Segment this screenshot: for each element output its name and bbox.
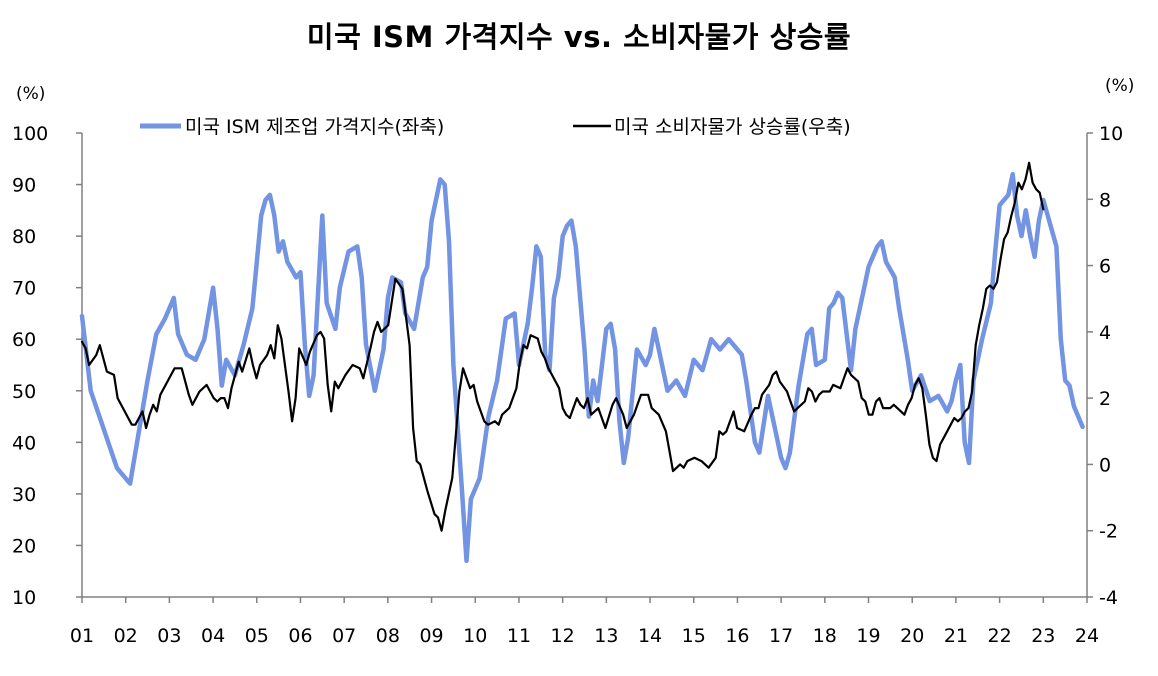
- x-tick-label: 13: [594, 625, 618, 647]
- left-tick-label: 30: [12, 484, 36, 506]
- right-tick-label: -2: [1099, 521, 1118, 543]
- legend-label-cpi: 미국 소비자물가 상승률(우축): [614, 116, 851, 138]
- x-ticks: 01 02 03 04 05 06 07 08 09 10 11 12 13 14 15 16 17 18 19 20…: [70, 597, 1099, 647]
- right-tick-label: 8: [1099, 189, 1111, 211]
- left-tick-label: 40: [12, 432, 36, 454]
- x-tick-label: 21: [944, 625, 968, 647]
- x-tick-label: 23: [1031, 625, 1055, 647]
- x-tick-label: 24: [1075, 625, 1099, 647]
- x-tick-label: 03: [157, 625, 181, 647]
- x-tick-label: 01: [70, 625, 94, 647]
- x-tick-label: 18: [813, 625, 837, 647]
- x-tick-label: 20: [900, 625, 924, 647]
- x-tick-label: 14: [638, 625, 662, 647]
- x-tick-label: 02: [114, 625, 138, 647]
- x-tick-label: 17: [769, 625, 793, 647]
- series-line-cpi: [80, 161, 1045, 532]
- x-tick-label: 05: [245, 625, 269, 647]
- right-tick-label: -4: [1099, 587, 1118, 609]
- x-tick-label: 11: [507, 625, 531, 647]
- left-tick-label: 70: [12, 278, 36, 300]
- right-tick-label: 0: [1099, 454, 1111, 476]
- x-tick-label: 09: [419, 625, 443, 647]
- right-tick-label: 4: [1099, 322, 1111, 344]
- right-tick-label: 6: [1099, 256, 1111, 278]
- x-tick-label: 16: [725, 625, 749, 647]
- left-tick-label: 60: [12, 329, 36, 351]
- left-tick-label: 80: [12, 226, 36, 248]
- left-tick-label: 10: [12, 587, 36, 609]
- x-tick-label: 19: [856, 625, 880, 647]
- legend-label-ism: 미국 ISM 제조업 가격지수(좌축): [185, 116, 444, 138]
- left-y-ticks: 10 20 30 40 50 60 70 80 90 100: [12, 123, 82, 609]
- chart-title: 미국 ISM 가격지수 vs. 소비자물가 상승률: [306, 20, 852, 54]
- x-tick-label: 04: [201, 625, 225, 647]
- right-y-ticks: -4 -2 0 2 4 6 8 10: [1087, 123, 1123, 609]
- right-tick-label: 10: [1099, 123, 1123, 145]
- right-axis-unit: (%): [1105, 76, 1134, 96]
- series-layer: [79, 161, 1085, 564]
- series-line-ism: [79, 171, 1085, 564]
- right-tick-label: 2: [1099, 388, 1111, 410]
- left-tick-label: 100: [12, 123, 48, 145]
- legend: 미국 ISM 제조업 가격지수(좌축) 미국 소비자물가 상승률(우축): [140, 116, 851, 138]
- x-tick-label: 07: [332, 625, 356, 647]
- axes: [81, 133, 1088, 598]
- x-tick-label: 15: [682, 625, 706, 647]
- left-tick-label: 50: [12, 381, 36, 403]
- left-axis-unit: (%): [16, 84, 45, 104]
- x-tick-label: 22: [988, 625, 1012, 647]
- left-tick-label: 90: [12, 175, 36, 197]
- x-tick-label: 08: [376, 625, 400, 647]
- left-tick-label: 20: [12, 535, 36, 557]
- x-tick-label: 06: [288, 625, 312, 647]
- x-tick-label: 12: [551, 625, 575, 647]
- x-tick-label: 10: [463, 625, 487, 647]
